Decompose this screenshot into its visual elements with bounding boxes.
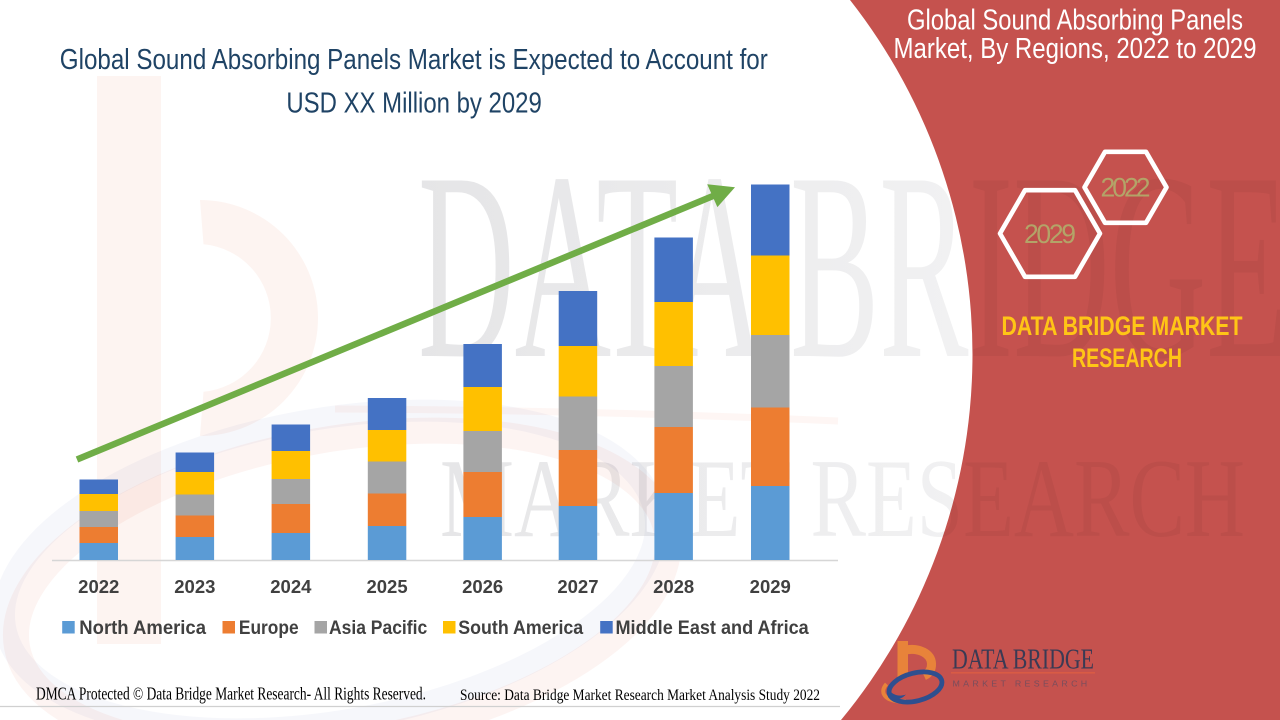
svg-text:USD XX Million by 2029: USD XX Million by 2029 <box>286 88 541 120</box>
svg-text:Market, By Regions, 2022 to 20: Market, By Regions, 2022 to 2029 <box>894 33 1257 65</box>
svg-text:Global Sound Absorbing Panels: Global Sound Absorbing Panels <box>907 5 1243 37</box>
svg-text:2029: 2029 <box>1024 219 1076 249</box>
svg-text:2029: 2029 <box>750 576 791 597</box>
svg-text:MARKET RESEARCH: MARKET RESEARCH <box>953 680 1091 689</box>
svg-text:DATA BRIDGE MARKET: DATA BRIDGE MARKET <box>1002 311 1243 341</box>
svg-text:2024: 2024 <box>270 576 312 597</box>
svg-text:North America: North America <box>79 617 206 639</box>
svg-text:2026: 2026 <box>462 576 503 597</box>
svg-text:2027: 2027 <box>557 576 598 597</box>
svg-text:South America: South America <box>458 617 583 639</box>
svg-text:2022: 2022 <box>78 576 119 597</box>
svg-text:DMCA Protected © Data Bridge M: DMCA Protected © Data Bridge Market Rese… <box>36 684 426 704</box>
svg-text:DATA BRIDGE: DATA BRIDGE <box>952 644 1094 676</box>
svg-text:RESEARCH: RESEARCH <box>1072 343 1182 373</box>
svg-text:2022: 2022 <box>1101 173 1151 203</box>
svg-text:2023: 2023 <box>174 576 215 597</box>
svg-text:2028: 2028 <box>653 576 694 597</box>
svg-text:Europe: Europe <box>239 617 299 639</box>
svg-text:Source: Data Bridge Market Res: Source: Data Bridge Market Research Mark… <box>460 687 820 704</box>
svg-text:2025: 2025 <box>366 576 407 597</box>
svg-text:Global Sound Absorbing Panels: Global Sound Absorbing Panels Market is … <box>60 44 768 76</box>
svg-text:Middle East and Africa: Middle East and Africa <box>616 617 809 639</box>
svg-text:Asia Pacific: Asia Pacific <box>329 617 427 639</box>
